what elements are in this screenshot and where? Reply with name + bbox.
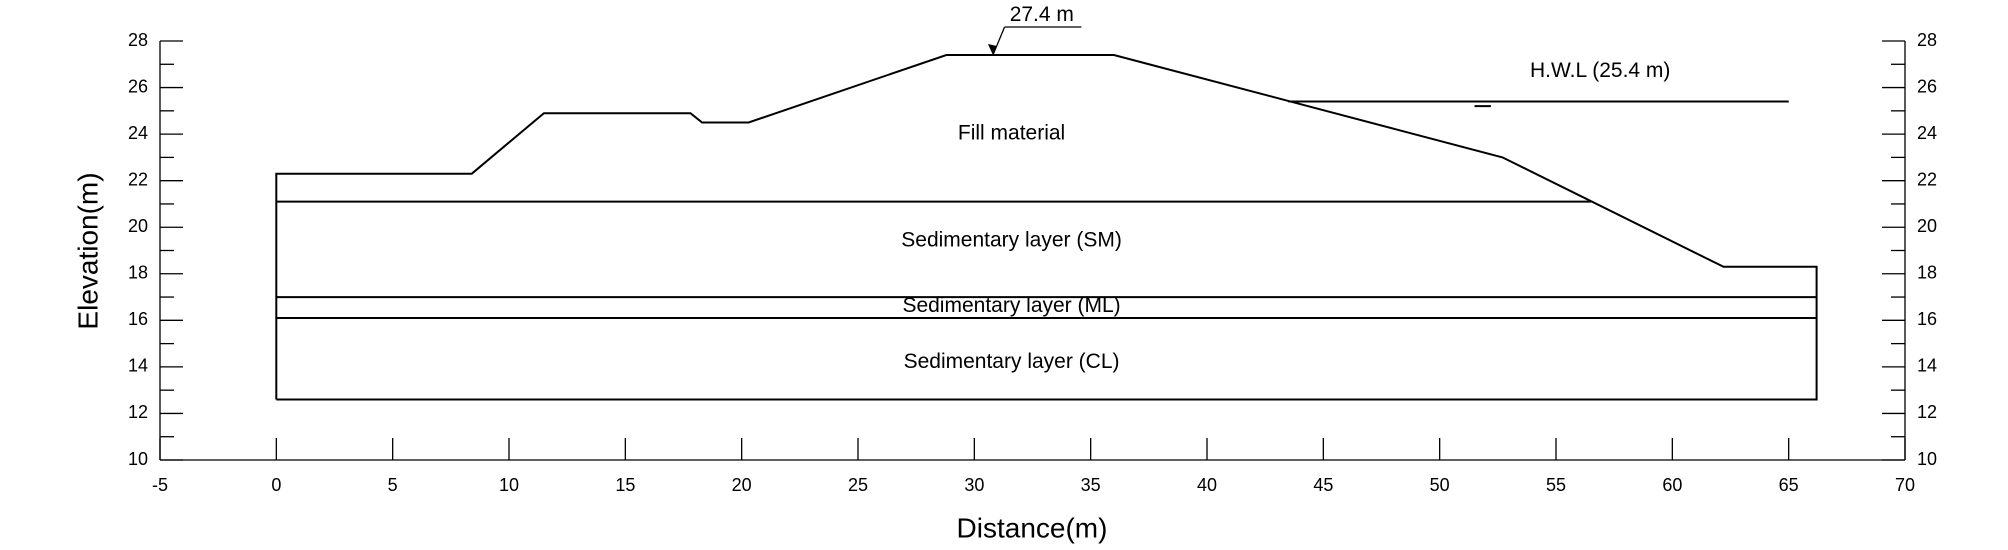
x-tick-label: 70 — [1895, 475, 1915, 495]
y-tick-label: 24 — [128, 123, 148, 143]
x-tick-label: 15 — [615, 475, 635, 495]
y-tick-label-right: 28 — [1917, 30, 1937, 50]
x-tick-label: 25 — [848, 475, 868, 495]
y-tick-label: 14 — [128, 356, 148, 376]
y-tick-label: 10 — [128, 449, 148, 469]
y-tick-label-right: 14 — [1917, 356, 1937, 376]
y-tick-label-right: 20 — [1917, 216, 1937, 236]
annotation: H.W.L (25.4 m) — [1530, 59, 1670, 82]
section-line — [275, 54, 1818, 401]
annotation: 27.4 m — [1010, 3, 1074, 26]
x-tick-label: 40 — [1197, 475, 1217, 495]
x-axis-title: Distance(m) — [957, 512, 1108, 543]
y-axis-title: Elevation(m) — [72, 172, 103, 329]
x-tick-label: 50 — [1430, 475, 1450, 495]
x-tick-label: 45 — [1313, 475, 1333, 495]
pointer-head — [987, 43, 997, 55]
y-tick-label: 16 — [128, 309, 148, 329]
y-tick-label: 18 — [128, 263, 148, 283]
y-tick-label-right: 26 — [1917, 76, 1937, 96]
x-tick-label: 20 — [732, 475, 752, 495]
annotation: Fill material — [958, 122, 1065, 145]
annotation: Sedimentary layer (ML) — [902, 294, 1120, 317]
x-tick-label: 55 — [1546, 475, 1566, 495]
y-tick-label-right: 24 — [1917, 123, 1937, 143]
y-tick-label-right: 22 — [1917, 169, 1937, 189]
y-tick-label-right: 10 — [1917, 449, 1937, 469]
x-tick-label: 30 — [964, 475, 984, 495]
y-tick-label: 28 — [128, 30, 148, 50]
annotation: Sedimentary layer (SM) — [901, 229, 1122, 252]
x-tick-label: 0 — [271, 475, 281, 495]
x-tick-label: 5 — [388, 475, 398, 495]
annotation: Sedimentary layer (CL) — [904, 350, 1120, 373]
x-tick-label: 35 — [1081, 475, 1101, 495]
x-tick-label: -5 — [152, 475, 168, 495]
x-tick-label: 60 — [1662, 475, 1682, 495]
y-tick-label: 22 — [128, 169, 148, 189]
y-tick-label-right: 16 — [1917, 309, 1937, 329]
x-tick-label: 65 — [1779, 475, 1799, 495]
y-tick-label-right: 18 — [1917, 263, 1937, 283]
y-tick-label: 20 — [128, 216, 148, 236]
x-tick-label: 10 — [499, 475, 519, 495]
y-tick-label: 12 — [128, 402, 148, 422]
y-tick-label-right: 12 — [1917, 402, 1937, 422]
y-tick-label: 26 — [128, 76, 148, 96]
